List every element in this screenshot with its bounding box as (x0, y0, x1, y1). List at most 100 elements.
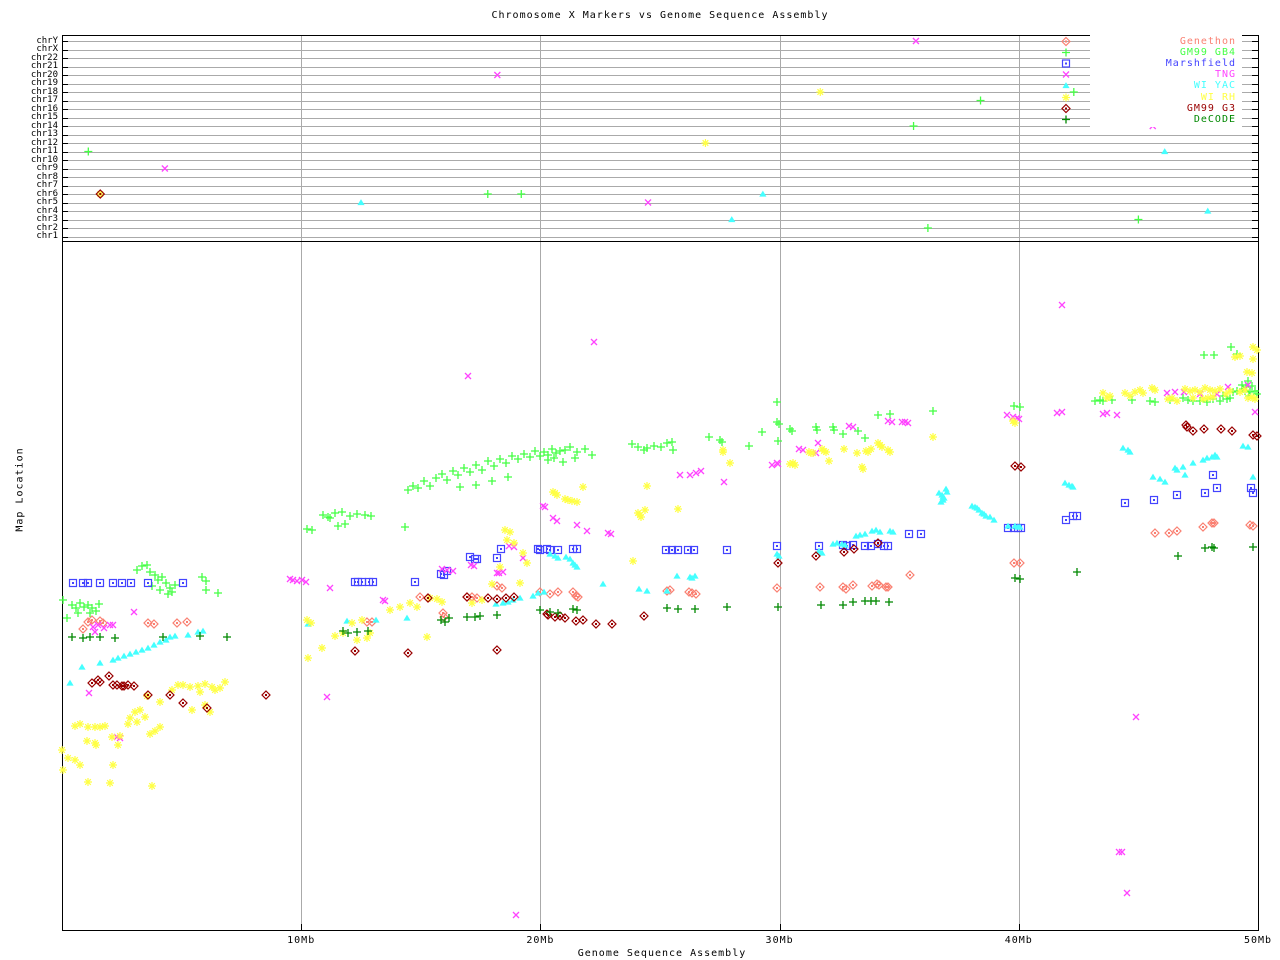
point-wi-yac (673, 572, 681, 579)
point-marshfield (130, 582, 132, 584)
point-wi-rh (519, 549, 527, 557)
point-marshfield (860, 541, 870, 551)
point-wi-rh (1199, 395, 1207, 403)
point-gm99-g3 (350, 646, 360, 656)
point-wi-rh (151, 727, 159, 735)
point-genethon (557, 591, 559, 593)
point-wi-rh (1241, 386, 1249, 394)
point-wi-rh (1226, 387, 1234, 395)
point-genethon (476, 597, 478, 599)
point-genethon (695, 593, 697, 595)
point-genethon (1213, 522, 1215, 524)
point-decode (885, 598, 893, 606)
point-wi-rh (1204, 394, 1212, 402)
point-wi-rh (862, 447, 870, 455)
point-wi-rh (304, 654, 312, 662)
band-point-gm99-gb4-chr3 (1134, 215, 1143, 224)
point-wi-yac (775, 552, 783, 559)
point-gm99-g3 (1014, 465, 1016, 467)
chromosome-label-chr16: chr16 (30, 103, 58, 114)
point-wi-yac (114, 654, 122, 661)
chromosome-label-chr10: chr10 (30, 154, 58, 165)
point-wi-rh (71, 722, 79, 730)
point-gm99-gb4 (774, 437, 782, 445)
point-genethon (848, 580, 858, 590)
chromosome-label-chr2: chr2 (36, 222, 58, 233)
chromosome-label-chr12: chr12 (30, 137, 58, 148)
point-wi-rh (1168, 394, 1176, 402)
point-marshfield (143, 578, 153, 588)
point-marshfield (1153, 499, 1155, 501)
point-gm99-g3 (95, 677, 105, 687)
point-wi-yac (403, 614, 411, 621)
point-wi-yac (540, 588, 548, 595)
point-wi-yac (1126, 448, 1134, 455)
point-wi-rh (146, 730, 154, 738)
point-gm99-g3 (407, 652, 409, 654)
point-gm99-gb4 (669, 446, 677, 454)
point-genethon (149, 619, 159, 629)
point-genethon (143, 618, 153, 628)
point-genethon (878, 584, 880, 586)
point-wi-rh (76, 761, 84, 769)
point-genethon (577, 596, 579, 598)
point-wi-yac (120, 652, 128, 659)
point-gm99-g3 (1016, 462, 1026, 472)
point-wi-rh (643, 482, 651, 490)
point-wi-rh (84, 778, 92, 786)
point-wi-rh (91, 723, 99, 731)
point-genethon (874, 580, 884, 590)
point-marshfield (1065, 519, 1067, 521)
legend-label-gm99-gb4: GM99 GB4 (1179, 47, 1236, 59)
point-gm99-gb4 (138, 562, 146, 570)
point-marshfield (553, 545, 563, 555)
point-wi-rh (1126, 392, 1134, 400)
point-gm99-gb4 (326, 514, 334, 522)
point-wi-rh (1103, 394, 1111, 402)
point-wi-rh (1248, 393, 1256, 401)
point-wi-rh (573, 498, 581, 506)
point-wi-rh (108, 733, 116, 741)
point-genethon (443, 616, 445, 618)
point-genethon (1154, 532, 1156, 534)
point-marshfield (1246, 483, 1256, 493)
legend-marker-wi-rh-icon (1062, 93, 1070, 101)
point-gm99-g3 (811, 551, 821, 561)
point-wi-rh (303, 616, 311, 624)
point-wi-rh (1253, 346, 1261, 354)
point-wi-rh (126, 714, 134, 722)
point-decode (817, 601, 825, 609)
point-wi-yac (1189, 459, 1197, 466)
point-tng (381, 597, 389, 605)
point-gm99-g3 (560, 613, 570, 623)
point-gm99-gb4 (361, 511, 369, 519)
point-gm99-g3 (843, 551, 845, 553)
point-gm99-g3 (206, 707, 208, 709)
point-gm99-g3 (129, 681, 139, 691)
point-decode (691, 605, 699, 613)
point-gm99-gb4 (420, 477, 428, 485)
point-decode (546, 608, 554, 616)
point-gm99-gb4 (663, 439, 671, 447)
point-gm99-g3 (849, 544, 859, 554)
point-wi-rh (1189, 394, 1197, 402)
point-genethon (1207, 518, 1217, 528)
point-tng (1132, 713, 1140, 721)
point-wi-rh (523, 559, 531, 567)
point-marshfield (469, 556, 471, 558)
point-tng (1099, 410, 1107, 418)
point-genethon (841, 584, 851, 594)
point-marshfield (904, 529, 914, 539)
point-marshfield (1252, 492, 1254, 494)
point-wi-rh (636, 511, 644, 519)
point-wi-yac (144, 644, 152, 651)
point-tng (464, 372, 472, 380)
point-marshfield (1204, 492, 1206, 494)
chart-title: Chromosome X Markers vs Genome Sequence … (491, 10, 829, 21)
point-gm99-g3 (1256, 435, 1258, 437)
chromosome-label-chr19: chr19 (30, 78, 58, 88)
point-gm99-g3 (143, 690, 153, 700)
point-wi-rh (96, 723, 104, 731)
legend-label-wi-yac: WI YAC (1193, 80, 1236, 92)
point-gm99-gb4 (80, 603, 88, 611)
